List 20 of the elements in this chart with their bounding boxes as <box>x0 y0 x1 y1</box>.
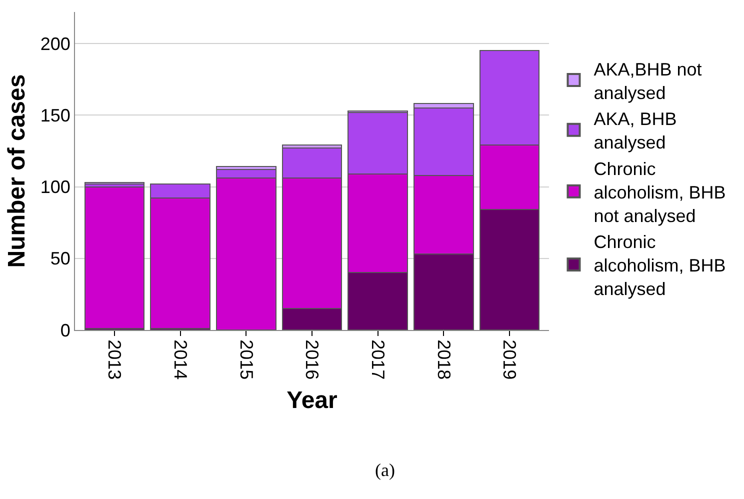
x-tick-label: 2014 <box>170 340 190 380</box>
y-tick-label: 0 <box>60 320 70 340</box>
y-axis-title: Number of cases <box>3 74 30 268</box>
y-tick-label: 200 <box>40 34 70 54</box>
y-tick-label: 100 <box>40 177 70 198</box>
legend-label: AKA, BHB analysed <box>594 109 677 153</box>
bar <box>84 186 145 330</box>
legend-label: AKA,BHB not analysed <box>594 59 702 103</box>
text: (a) <box>375 460 395 480</box>
x-tick-label: 2016 <box>302 340 322 380</box>
x-tick-label: 2015 <box>236 340 256 380</box>
x-tick-label: 2019 <box>500 340 520 380</box>
y-tick-label: 50 <box>50 248 70 269</box>
x-axis-title: Year <box>286 386 338 414</box>
legend-label: Chronic alcoholism, BHB not analysed <box>594 158 726 226</box>
y-tick-label: 150 <box>40 105 70 126</box>
legend-label: Chronic alcoholism, BHB analysed <box>594 232 726 299</box>
x-tick-label: 2017 <box>368 340 388 380</box>
x-tick-label: 2013 <box>104 340 125 380</box>
x-tick-label: 2018 <box>434 340 454 380</box>
